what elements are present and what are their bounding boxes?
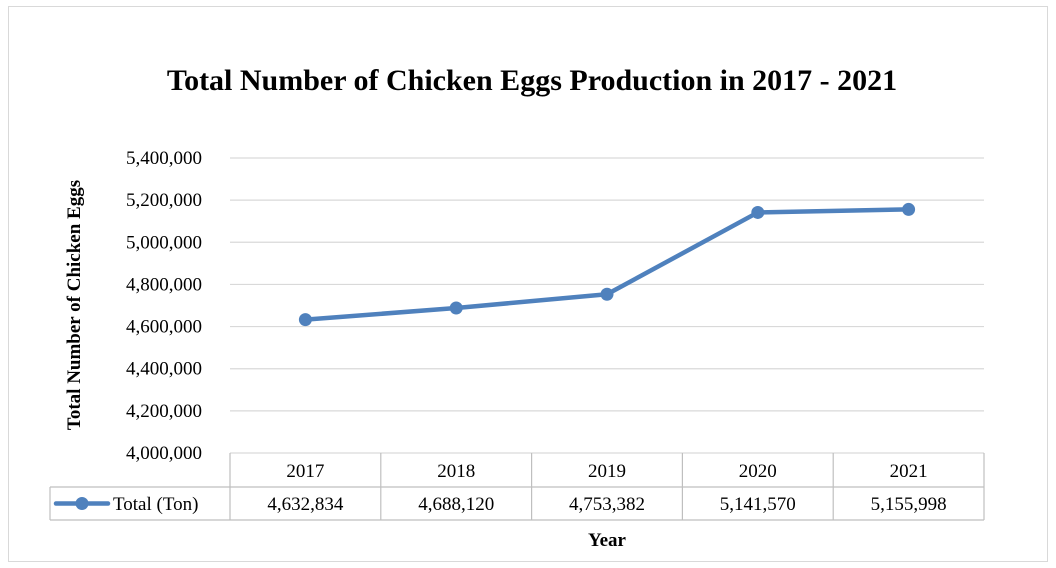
table-value-cell: 5,155,998 bbox=[871, 494, 947, 515]
data-point bbox=[298, 313, 312, 327]
y-tick-label: 4,800,000 bbox=[126, 274, 202, 295]
y-tick-label: 4,400,000 bbox=[126, 359, 202, 380]
data-table: 2017 2018 2019 2020 2021 4,632,834 4,688,120 4,… bbox=[49, 453, 985, 521]
data-point bbox=[600, 287, 614, 301]
x-category-label: 2020 bbox=[739, 461, 777, 482]
y-axis-title: Total Number of Chicken Eggs bbox=[64, 180, 85, 430]
chart-title: Total Number of Chicken Eggs Production … bbox=[167, 64, 897, 97]
legend-series-name: Total (Ton) bbox=[113, 494, 198, 515]
y-tick-label: 5,400,000 bbox=[126, 148, 202, 169]
series-line bbox=[303, 207, 911, 322]
y-tick-label: 5,000,000 bbox=[126, 232, 202, 253]
table-value-cell: 4,753,382 bbox=[569, 494, 645, 515]
table-value-cell: 5,141,570 bbox=[720, 494, 796, 515]
y-tick-label: 5,200,000 bbox=[126, 190, 202, 211]
data-point bbox=[751, 205, 765, 219]
y-tick-label: 4,200,000 bbox=[126, 401, 202, 422]
data-point bbox=[902, 202, 916, 216]
y-tick-label: 4,600,000 bbox=[126, 317, 202, 338]
x-category-label: 2019 bbox=[588, 461, 626, 482]
table-value-cell: 4,688,120 bbox=[418, 494, 494, 515]
y-tick-label: 4,000,000 bbox=[126, 443, 202, 464]
x-axis-title: Year bbox=[588, 530, 627, 551]
x-category-label: 2021 bbox=[890, 461, 928, 482]
table-value-cell: 4,632,834 bbox=[267, 494, 344, 515]
y-axis-ticks: 4,000,000 4,200,000 4,400,000 4,600,000 4,80… bbox=[126, 148, 202, 464]
gridlines bbox=[230, 157, 984, 454]
legend-marker-icon bbox=[75, 497, 89, 510]
data-point bbox=[449, 301, 463, 315]
x-category-label: 2017 bbox=[286, 461, 324, 482]
series-layer bbox=[298, 202, 916, 327]
x-category-label: 2018 bbox=[437, 461, 475, 482]
